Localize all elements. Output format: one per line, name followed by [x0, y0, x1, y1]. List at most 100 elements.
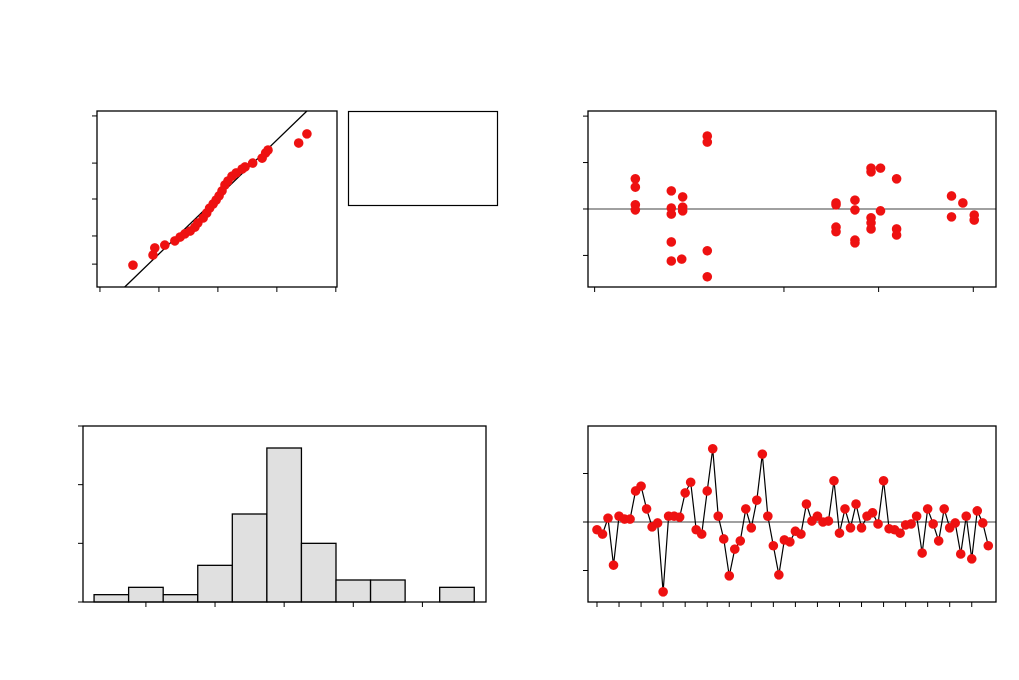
point [831, 200, 841, 210]
point [702, 271, 713, 282]
point [958, 198, 968, 208]
point [801, 499, 812, 509]
point [603, 513, 613, 523]
point [630, 182, 641, 192]
point [946, 191, 957, 201]
point [666, 209, 677, 219]
point [128, 260, 138, 270]
point [969, 215, 980, 225]
point [972, 506, 983, 516]
point [950, 518, 961, 528]
point [240, 162, 250, 172]
point [630, 205, 641, 215]
point [928, 519, 938, 529]
bar [439, 586, 475, 603]
point [658, 587, 668, 597]
point [917, 548, 927, 558]
point [850, 205, 860, 215]
point [831, 226, 841, 237]
series-line [596, 448, 989, 592]
point [666, 237, 677, 247]
point [149, 243, 160, 253]
point [823, 516, 834, 526]
point [713, 511, 724, 521]
point [875, 163, 886, 173]
bar [266, 447, 303, 603]
point [696, 529, 707, 539]
point [866, 163, 876, 173]
point [757, 449, 768, 459]
point [983, 540, 994, 551]
point [680, 488, 690, 498]
point [867, 507, 878, 518]
point [768, 540, 779, 551]
legend-box [347, 110, 499, 207]
point [891, 230, 902, 240]
point [873, 519, 883, 529]
point [850, 195, 860, 205]
point [866, 224, 876, 234]
point [840, 504, 850, 514]
point [735, 536, 746, 546]
point [160, 240, 170, 250]
point [977, 518, 988, 528]
point [718, 534, 729, 544]
point [891, 173, 902, 184]
point [630, 173, 641, 184]
point [829, 475, 839, 486]
point [851, 499, 861, 509]
point [834, 528, 845, 538]
point [895, 528, 905, 538]
point [685, 477, 696, 488]
point [302, 129, 312, 139]
point [946, 212, 957, 222]
point [961, 511, 972, 521]
point [677, 206, 688, 216]
point [247, 158, 258, 168]
point [666, 186, 677, 196]
bar [231, 513, 268, 603]
point [746, 523, 757, 533]
plot-frame [96, 110, 338, 288]
point [933, 536, 944, 546]
point [729, 544, 740, 554]
plot-frame [587, 425, 997, 603]
bar [300, 542, 337, 603]
point [652, 518, 663, 528]
point [763, 511, 773, 521]
point [878, 475, 889, 486]
bar [197, 564, 233, 603]
plot-frame [587, 110, 997, 288]
point [939, 504, 949, 514]
point [850, 238, 860, 248]
point [676, 254, 687, 264]
point [263, 145, 273, 155]
point [641, 504, 652, 514]
point [597, 529, 608, 539]
point [906, 519, 916, 529]
point [796, 529, 806, 539]
point [666, 256, 677, 266]
point [740, 504, 751, 514]
point [674, 512, 685, 522]
point [702, 137, 713, 147]
bar [93, 594, 130, 603]
point [702, 245, 713, 256]
point [966, 554, 977, 564]
point [702, 486, 713, 496]
point [707, 443, 718, 454]
point [677, 192, 688, 202]
point [845, 523, 856, 533]
point [922, 504, 933, 514]
plot-frame [82, 425, 487, 603]
bar [162, 594, 199, 603]
point [752, 495, 762, 505]
point [293, 138, 304, 148]
point [856, 523, 867, 533]
bar [369, 579, 406, 603]
point [875, 206, 886, 216]
point [625, 514, 635, 524]
point [724, 571, 735, 581]
